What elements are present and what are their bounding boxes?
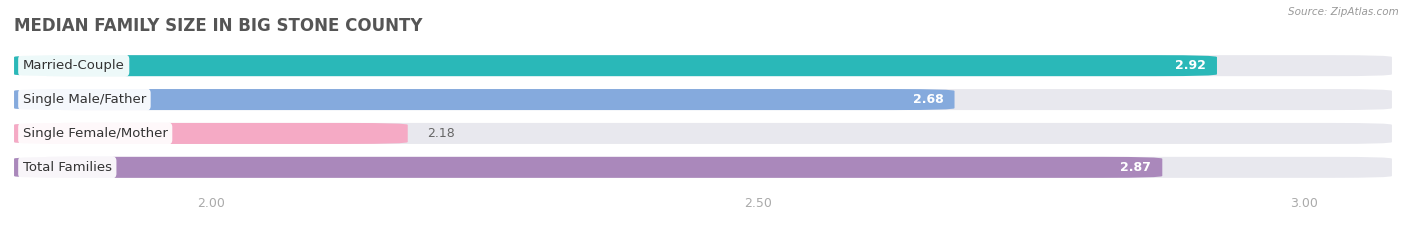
FancyBboxPatch shape — [14, 157, 1392, 178]
Text: 2.18: 2.18 — [427, 127, 456, 140]
FancyBboxPatch shape — [14, 157, 1163, 178]
Text: 2.92: 2.92 — [1175, 59, 1206, 72]
Text: Total Families: Total Families — [22, 161, 112, 174]
Text: Single Male/Father: Single Male/Father — [22, 93, 146, 106]
FancyBboxPatch shape — [14, 55, 1392, 76]
FancyBboxPatch shape — [14, 55, 1218, 76]
Text: Single Female/Mother: Single Female/Mother — [22, 127, 167, 140]
Text: MEDIAN FAMILY SIZE IN BIG STONE COUNTY: MEDIAN FAMILY SIZE IN BIG STONE COUNTY — [14, 17, 423, 35]
FancyBboxPatch shape — [14, 123, 408, 144]
FancyBboxPatch shape — [14, 89, 955, 110]
Text: Source: ZipAtlas.com: Source: ZipAtlas.com — [1288, 7, 1399, 17]
FancyBboxPatch shape — [14, 123, 1392, 144]
Text: 2.68: 2.68 — [912, 93, 943, 106]
Text: 2.87: 2.87 — [1121, 161, 1152, 174]
Text: Married-Couple: Married-Couple — [22, 59, 125, 72]
FancyBboxPatch shape — [14, 89, 1392, 110]
